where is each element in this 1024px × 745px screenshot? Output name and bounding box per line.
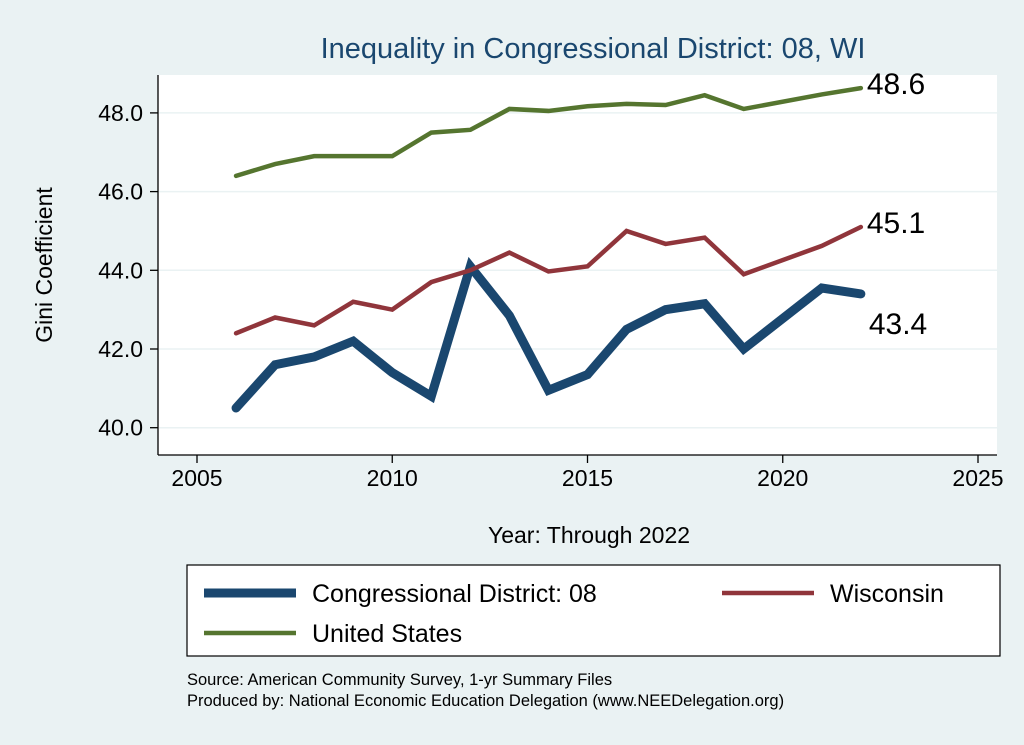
y-tick-label: 48.0	[98, 100, 143, 126]
x-tick-label: 2005	[171, 465, 222, 491]
plot-area	[158, 75, 997, 455]
y-tick-label: 44.0	[98, 257, 143, 283]
end-value-label: 43.4	[869, 308, 927, 341]
legend-label: United States	[312, 620, 462, 648]
x-tick-label: 2010	[367, 465, 418, 491]
legend-label: Wisconsin	[830, 580, 944, 608]
x-tick-label: 2025	[952, 465, 1003, 491]
y-tick-label: 40.0	[98, 415, 143, 441]
y-tick-label: 42.0	[98, 336, 143, 362]
series-line-0	[231, 256, 866, 413]
series-line-1	[233, 224, 864, 336]
chart-title: Inequality in Congressional District: 08…	[321, 33, 866, 65]
x-tick-label: 2015	[562, 465, 613, 491]
series-line-2	[233, 85, 864, 179]
x-tick-label: 2020	[757, 465, 808, 491]
x-axis-label: Year: Through 2022	[488, 522, 690, 548]
end-value-label: 48.6	[867, 68, 925, 101]
legend-box	[186, 564, 1001, 657]
source-note: Source: American Community Survey, 1-yr …	[187, 671, 612, 689]
y-axis-label: Gini Coefficient	[31, 187, 57, 343]
producer-note: Produced by: National Economic Education…	[187, 692, 784, 710]
end-value-label: 45.1	[867, 207, 925, 240]
legend-label: Congressional District: 08	[312, 580, 597, 608]
y-tick-label: 46.0	[98, 179, 143, 205]
